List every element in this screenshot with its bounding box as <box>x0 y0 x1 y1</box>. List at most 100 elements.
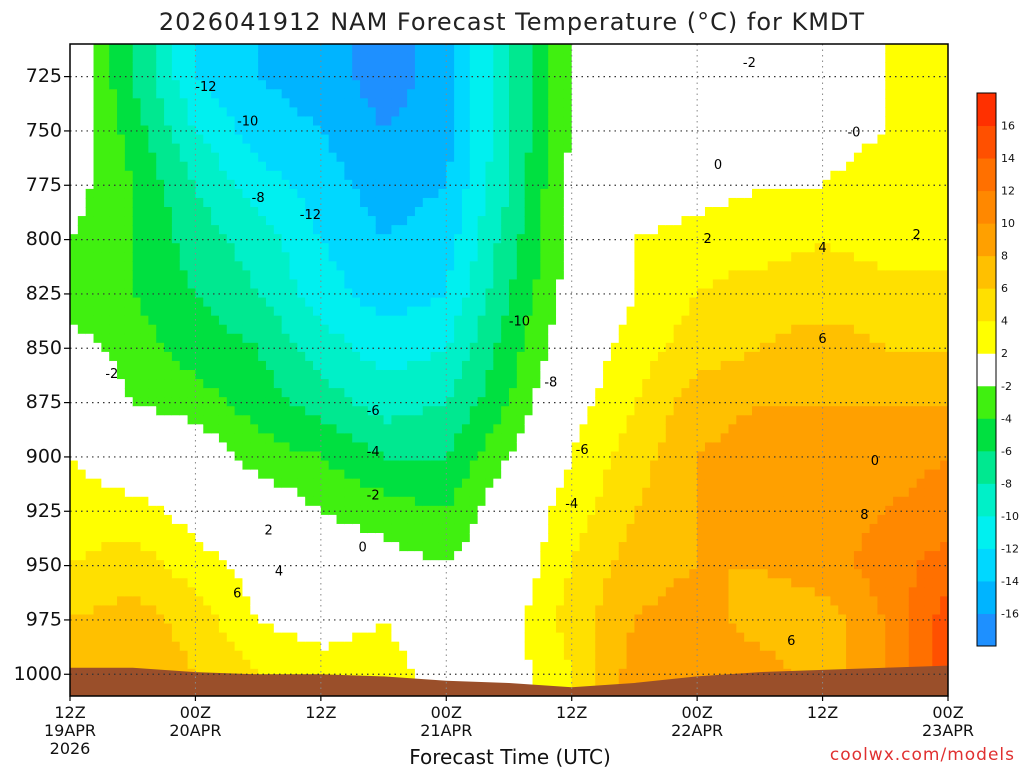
temperature-cell <box>273 659 283 670</box>
temperature-cell <box>297 659 306 670</box>
temperature-cell <box>93 424 102 434</box>
temperature-cell <box>265 270 275 281</box>
temperature-cell <box>501 125 510 136</box>
temperature-cell <box>297 496 306 507</box>
temperature-cell <box>195 487 204 498</box>
temperature-cell <box>93 197 102 208</box>
temperature-cell <box>430 71 440 81</box>
temperature-cell <box>320 406 330 416</box>
temperature-cell <box>226 225 236 235</box>
temperature-cell <box>571 179 581 190</box>
temperature-cell <box>273 188 283 199</box>
temperature-cell <box>414 234 424 244</box>
temperature-cell <box>93 632 102 643</box>
temperature-cell <box>203 252 212 262</box>
temperature-cell <box>367 523 377 534</box>
temperature-cell <box>571 333 581 344</box>
temperature-cell <box>587 143 596 154</box>
temperature-cell <box>117 424 126 434</box>
temperature-cell <box>124 62 134 72</box>
temperature-cell <box>469 650 479 661</box>
temperature-cell <box>493 533 502 543</box>
temperature-cell <box>571 533 581 543</box>
temperature-cell <box>117 388 126 398</box>
temperature-cell <box>156 143 165 154</box>
temperature-cell <box>211 71 220 81</box>
temperature-cell <box>532 596 541 607</box>
temperature-cell <box>211 62 220 72</box>
temperature-cell <box>407 333 416 344</box>
temperature-cell <box>218 578 228 588</box>
temperature-cell <box>469 207 479 217</box>
temperature-cell <box>93 243 102 253</box>
temperature-cell <box>265 596 275 607</box>
temperature-cell <box>320 551 330 561</box>
temperature-cell <box>140 207 149 217</box>
temperature-cell <box>446 134 455 145</box>
temperature-cell <box>289 623 298 634</box>
temperature-cell <box>595 551 604 561</box>
temperature-cell <box>211 333 220 344</box>
temperature-cell <box>234 143 244 154</box>
temperature-cell <box>218 324 228 335</box>
temperature-cell <box>438 460 447 471</box>
temperature-cell <box>226 252 236 262</box>
temperature-cell <box>430 216 440 226</box>
temperature-cell <box>179 596 189 607</box>
temperature-cell <box>109 243 118 253</box>
temperature-cell <box>117 116 126 127</box>
temperature-cell <box>438 62 447 72</box>
temperature-cell <box>571 478 581 489</box>
temperature-cell <box>101 80 110 90</box>
temperature-cell <box>273 315 283 326</box>
temperature-cell <box>352 415 361 425</box>
temperature-cell <box>211 261 220 271</box>
temperature-cell <box>336 243 345 253</box>
temperature-cell <box>477 62 487 72</box>
temperature-cell <box>313 451 322 462</box>
temperature-cell <box>289 605 298 616</box>
temperature-cell <box>579 397 588 407</box>
temperature-cell <box>109 342 118 353</box>
temperature-cell <box>101 279 110 290</box>
temperature-cell <box>156 279 165 290</box>
temperature-cell <box>532 650 541 661</box>
temperature-cell <box>156 315 165 326</box>
temperature-cell <box>289 442 298 453</box>
temperature-cell <box>289 324 298 335</box>
temperature-cell <box>446 143 455 154</box>
temperature-cell <box>532 505 541 516</box>
temperature-cell <box>501 179 510 190</box>
temperature-cell <box>532 424 541 434</box>
temperature-cell <box>461 261 471 271</box>
temperature-cell <box>454 542 463 552</box>
temperature-cell <box>367 668 377 679</box>
temperature-cell <box>579 89 588 99</box>
temperature-cell <box>305 297 314 308</box>
temperature-cell <box>587 80 596 90</box>
temperature-cell <box>375 152 385 163</box>
temperature-cell <box>109 179 118 190</box>
temperature-cell <box>273 650 283 661</box>
temperature-cell <box>179 424 189 434</box>
temperature-cell <box>352 514 361 525</box>
temperature-cell <box>509 578 518 588</box>
temperature-cell <box>579 650 588 661</box>
temperature-cell <box>203 478 212 489</box>
temperature-cell <box>446 614 455 625</box>
temperature-cell <box>156 415 165 425</box>
temperature-cell <box>603 216 612 226</box>
temperature-cell <box>383 496 393 507</box>
temperature-cell <box>509 451 518 462</box>
temperature-cell <box>85 188 95 199</box>
temperature-cell <box>234 370 244 380</box>
temperature-cell <box>587 623 596 634</box>
temperature-cell <box>375 342 385 353</box>
temperature-cell <box>313 370 322 380</box>
temperature-cell <box>313 560 322 570</box>
temperature-cell <box>548 342 557 353</box>
temperature-cell <box>469 188 479 199</box>
temperature-cell <box>164 288 173 299</box>
temperature-cell <box>587 279 596 290</box>
temperature-cell <box>336 533 345 543</box>
